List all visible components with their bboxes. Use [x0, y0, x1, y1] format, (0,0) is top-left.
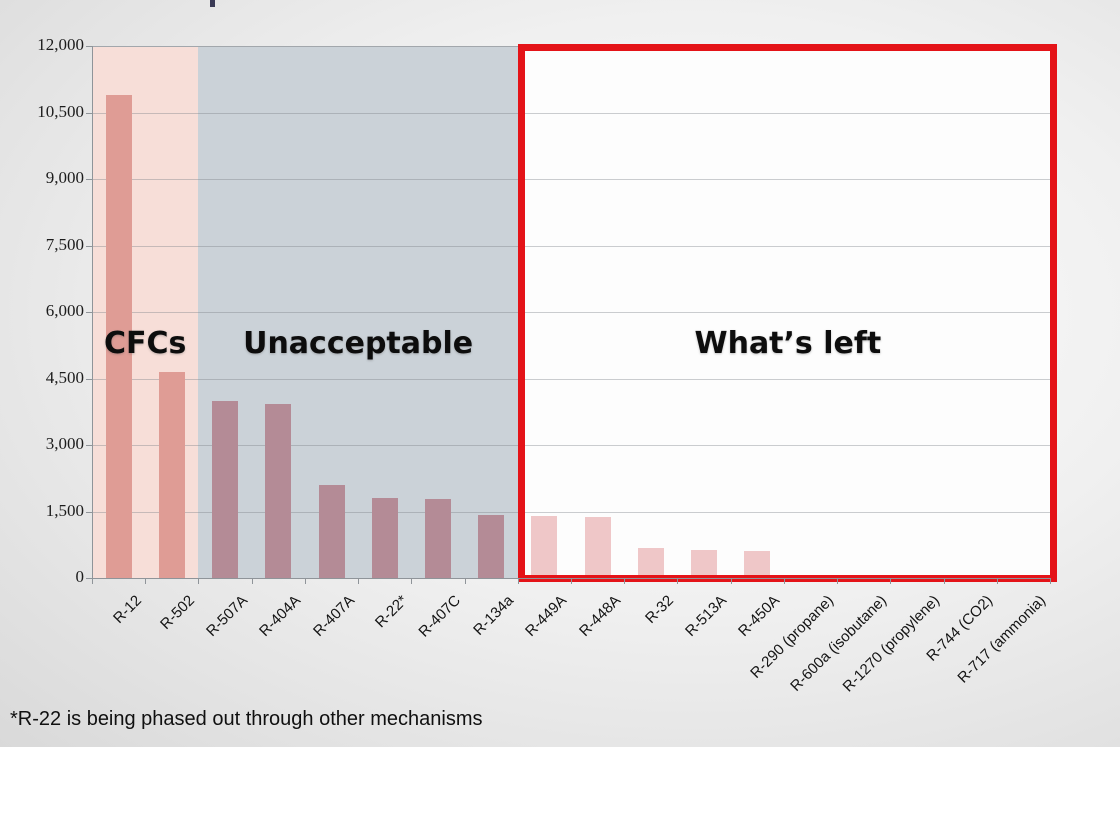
highlight-box-what-s-left — [517, 44, 1057, 582]
xtick-mark-17 — [996, 578, 998, 584]
ytick-label-10500: 10,500 — [37, 101, 84, 121]
ytick-mark-4500 — [86, 378, 92, 380]
gridline-7500 — [92, 245, 1050, 247]
gridline-3000 — [92, 445, 1050, 446]
ytick-label-4500: 4,500 — [45, 367, 84, 387]
ytick-label-12000: 12,000 — [37, 35, 84, 54]
gridline-9000 — [92, 179, 1050, 180]
xtick-mark-4 — [304, 578, 306, 584]
xtick-mark-16 — [943, 578, 945, 584]
gridline-10500 — [92, 112, 1050, 114]
zone-background-what-s-left — [517, 46, 1050, 578]
ytick-mark-3000 — [86, 445, 92, 446]
xtick-mark-7 — [464, 578, 466, 584]
bar-r-404a — [265, 404, 292, 578]
ytick-label-3000: 3,000 — [45, 434, 84, 453]
xtick-mark-6 — [411, 578, 413, 584]
xtick-mark-18 — [1050, 578, 1051, 584]
bar-r-134a — [478, 515, 505, 578]
ytick-label-9000: 9,000 — [45, 168, 84, 187]
bar-r-449a — [531, 516, 558, 578]
zone-background-unacceptable — [198, 46, 518, 578]
bar-r-513a — [691, 550, 718, 578]
ytick-mark-12000 — [86, 46, 92, 47]
bar-r-448a — [584, 517, 611, 578]
ytick-label-6000: 6,000 — [45, 301, 84, 320]
bar-r-407a — [318, 485, 345, 578]
xtick-mark-0 — [92, 578, 93, 584]
ytick-mark-6000 — [86, 312, 92, 313]
xtick-mark-15 — [890, 578, 892, 584]
bar-r-450a — [744, 551, 771, 578]
zone-label-unacceptable: Unacceptable — [243, 326, 474, 361]
cropped-title-fragment — [210, 0, 215, 7]
xtick-mark-11 — [677, 578, 679, 584]
slide-background: CFCs Unacceptable What’s left *R-22 is bei… — [0, 0, 1120, 747]
bar-r-22 — [371, 498, 398, 578]
ytick-label-7500: 7,500 — [45, 234, 84, 254]
xtick-mark-12 — [730, 578, 732, 584]
ytick-label-0: 0 — [75, 567, 85, 586]
xtick-mark-8 — [517, 578, 519, 584]
bar-r-12 — [105, 95, 132, 578]
bar-r-502 — [158, 372, 185, 578]
bar-r-32 — [637, 548, 664, 578]
xtick-mark-1 — [145, 578, 147, 584]
xtick-mark-2 — [198, 578, 200, 584]
plot-area: CFCs Unacceptable What’s left — [92, 44, 1057, 582]
xtick-mark-9 — [571, 578, 572, 584]
gridline-6000 — [92, 312, 1050, 313]
ytick-label-1500: 1,500 — [45, 500, 84, 520]
xtick-mark-10 — [624, 578, 626, 584]
bar-r-507a — [212, 401, 239, 578]
ytick-mark-0 — [86, 578, 92, 579]
footnote: *R-22 is being phased out through other … — [10, 708, 483, 730]
bar-r-407c — [424, 499, 451, 578]
gridline-1500 — [92, 511, 1050, 513]
xtick-mark-5 — [358, 578, 360, 584]
xtick-mark-14 — [837, 578, 839, 584]
zone-label-cfcs: CFCs — [104, 326, 187, 361]
xtick-mark-3 — [251, 578, 253, 584]
zone-label-what-s-left: What’s left — [694, 326, 882, 361]
gridline-4500 — [92, 378, 1050, 380]
xtick-mark-13 — [783, 578, 785, 584]
y-axis-line — [92, 46, 93, 583]
ytick-mark-1500 — [86, 511, 92, 513]
ytick-mark-9000 — [86, 179, 92, 180]
ytick-mark-10500 — [86, 112, 92, 114]
ytick-mark-7500 — [86, 245, 92, 247]
